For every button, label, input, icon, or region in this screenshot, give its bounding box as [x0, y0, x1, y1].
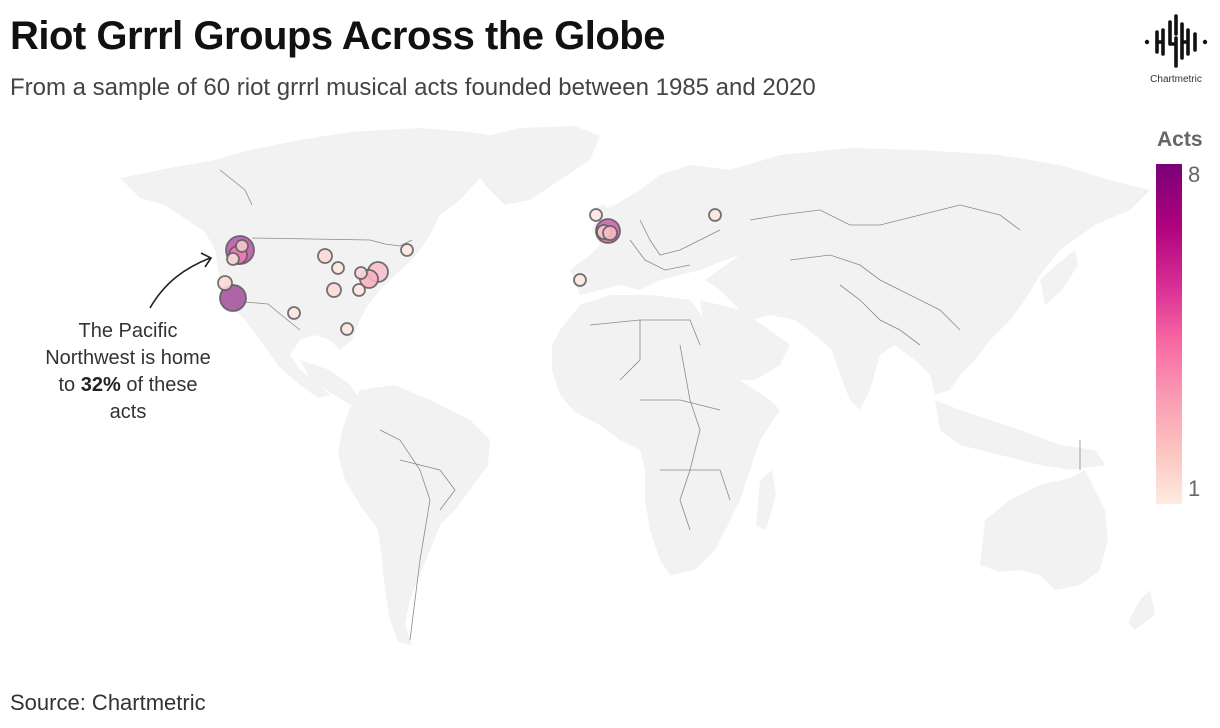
- land-madagascar: [756, 470, 776, 530]
- landmasses: [120, 126, 1155, 645]
- chartmetric-waveform-icon: [1144, 14, 1208, 68]
- map-bubble[interactable]: California (San Francisco/LA): 6: [219, 284, 247, 312]
- annotation-line-2: Northwest is home: [45, 347, 211, 369]
- land-asia: [705, 148, 1150, 410]
- map-bubble[interactable]: Minneapolis: 1: [317, 248, 333, 264]
- land-africa: [552, 295, 780, 575]
- map-bubble[interactable]: Midwest (St. Louis): 1: [326, 282, 342, 298]
- source-credit: Source: Chartmetric: [10, 690, 206, 715]
- land-new-zealand: [1128, 590, 1155, 630]
- bubbles: Pacific Northwest (Olympia/Seattle): 7Ca…: [217, 208, 722, 336]
- land-greenland: [470, 126, 600, 205]
- map-bubble[interactable]: Northern California (Sacramento): 1: [217, 275, 233, 291]
- map-bubble[interactable]: Texas (Austin): 1: [287, 306, 301, 320]
- legend-colorbar: [1156, 164, 1182, 504]
- map-bubble[interactable]: Chicago: 1: [331, 261, 345, 275]
- land-australia: [980, 470, 1108, 590]
- annotation-line-1: The Pacific: [78, 320, 178, 342]
- map-bubble[interactable]: Pacific Northwest (Olympia): 2: [235, 239, 249, 253]
- map-bubble[interactable]: Russia (Moscow): 1: [708, 208, 722, 222]
- chart-subtitle: From a sample of 60 riot grrrl musical a…: [10, 74, 816, 101]
- legend-min-label: 1: [1188, 476, 1201, 501]
- arrow-icon: [149, 257, 211, 309]
- land-north-america: [120, 128, 540, 398]
- country-borders: [219, 169, 1081, 641]
- map-bubble[interactable]: Virginia: 1: [352, 283, 366, 297]
- map-bubble[interactable]: Portugal/Spain: 1: [573, 273, 587, 287]
- map-bubble[interactable]: Scotland: 1: [589, 208, 603, 222]
- land-central-america: [300, 360, 360, 405]
- map-bubble[interactable]: Washington DC: 1: [354, 266, 368, 280]
- land-south-america: [338, 385, 490, 645]
- map-bubble[interactable]: England (Brighton): 2: [602, 225, 618, 241]
- legend-title: Acts: [1157, 128, 1203, 151]
- map-bubble[interactable]: Florida: 1: [340, 322, 354, 336]
- annotation-line-4: acts: [109, 401, 147, 423]
- legend-max-label: 8: [1188, 162, 1201, 187]
- logo-text: Chartmetric: [1150, 74, 1202, 85]
- annotation-pre: to: [58, 374, 81, 396]
- land-japan: [1040, 250, 1078, 305]
- pnw-annotation: The Pacific Northwest is home to 32% of …: [14, 318, 242, 426]
- land-europe: [570, 165, 770, 295]
- annotation-line-3: to 32% of these: [14, 372, 242, 399]
- world-map: Pacific Northwest (Olympia/Seattle): 7Ca…: [120, 126, 1155, 645]
- chartmetric-logo: Chartmetric: [1138, 8, 1214, 96]
- annotation-post: of these: [120, 374, 198, 396]
- map-bubble[interactable]: Pacific Northwest (Eugene): 1: [226, 252, 240, 266]
- chart-title: Riot Grrrl Groups Across the Globe: [10, 14, 665, 58]
- annotation-highlight: 32%: [80, 374, 121, 396]
- map-bubble[interactable]: Boston: 1: [400, 243, 414, 257]
- land-indonesia: [935, 400, 1105, 470]
- annotation-arrow: [149, 252, 213, 309]
